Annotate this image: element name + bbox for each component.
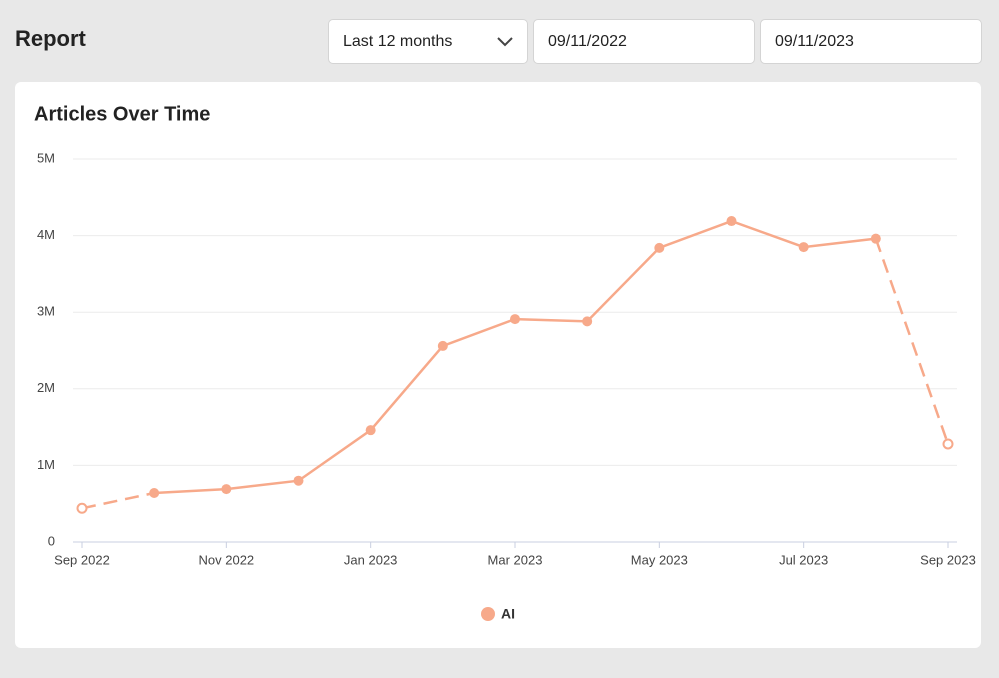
data-point: [798, 242, 809, 253]
x-tick-label: Sep 2022: [54, 552, 110, 567]
end-date[interactable]: 09/11/2023: [760, 19, 982, 64]
chart-title: Articles Over Time: [34, 103, 210, 125]
range-select[interactable]: Last 12 months: [328, 19, 528, 64]
series-line: [81, 491, 155, 510]
series-line: [874, 238, 950, 445]
x-tick-label: Sep 2023: [920, 552, 976, 567]
x-tick-label: Mar 2023: [488, 552, 543, 567]
y-tick-label: 4M: [37, 227, 55, 242]
y-tick-label: 0: [48, 533, 55, 548]
x-tick-label: Jan 2023: [344, 552, 398, 567]
data-point: [726, 216, 737, 227]
y-tick-label: 3M: [37, 304, 55, 319]
page-title: Report: [15, 26, 86, 51]
y-tick-label: 5M: [37, 150, 55, 165]
series-line: [154, 219, 876, 495]
data-point: [365, 425, 376, 436]
data-point: [149, 487, 160, 498]
data-point: [870, 233, 881, 244]
data-point: [293, 475, 304, 486]
chart-card: [15, 82, 981, 648]
data-point: [76, 502, 88, 514]
data-point: [510, 314, 520, 325]
legend-label: AI: [501, 606, 515, 622]
data-point: [437, 340, 448, 351]
range-label: Last 12 months: [343, 33, 453, 50]
y-tick-label: 2M: [37, 380, 55, 395]
data-point: [654, 242, 665, 253]
data-point: [942, 438, 954, 450]
x-tick-label: Nov 2022: [199, 552, 255, 567]
x-tick-label: Jul 2023: [779, 552, 828, 567]
chevron: [497, 37, 513, 47]
data-point: [221, 484, 232, 495]
x-tick-label: May 2023: [631, 552, 688, 567]
y-tick-label: 1M: [37, 457, 55, 472]
data-point: [582, 316, 593, 327]
start-date[interactable]: 09/11/2022: [533, 19, 755, 64]
legend-swatch: [481, 607, 495, 621]
